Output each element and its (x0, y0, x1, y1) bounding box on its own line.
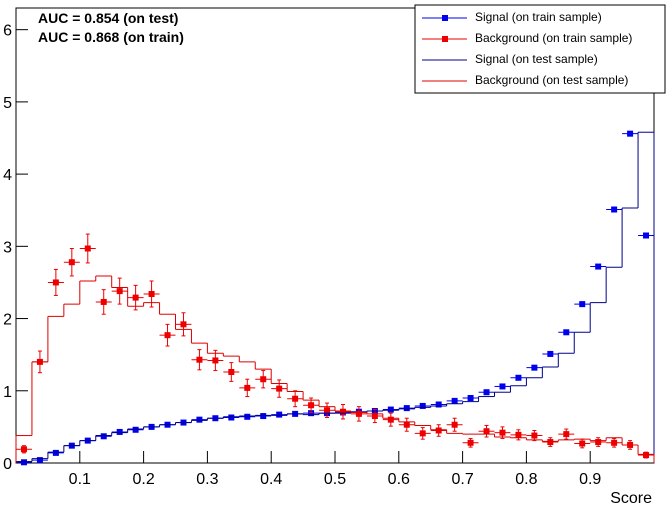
marker (643, 452, 650, 459)
marker (100, 298, 107, 305)
x-tick-label: 0.2 (132, 471, 154, 488)
marker (164, 332, 171, 339)
y-tick-label: 1 (3, 384, 12, 401)
marker (228, 369, 235, 375)
marker (84, 245, 91, 252)
y-tick-label: 3 (3, 239, 12, 256)
marker (611, 439, 618, 446)
marker (387, 416, 394, 423)
marker (563, 329, 570, 336)
annotation: AUC = 0.868 (on train) (38, 29, 184, 45)
marker (324, 407, 331, 414)
marker (643, 232, 650, 239)
marker (371, 413, 378, 420)
marker (579, 301, 586, 308)
marker (52, 279, 59, 286)
marker (467, 439, 474, 446)
y-tick-label: 0 (3, 456, 12, 473)
annotation: AUC = 0.854 (on test) (38, 10, 178, 26)
x-tick-label: 0.8 (515, 471, 537, 488)
marker (308, 402, 315, 409)
marker (132, 294, 139, 301)
marker (52, 449, 59, 456)
legend-box (414, 4, 666, 94)
marker (292, 395, 299, 402)
y-tick-label: 5 (3, 95, 12, 112)
marker (228, 414, 235, 421)
marker (547, 439, 554, 446)
marker (451, 421, 458, 428)
marker (276, 385, 283, 392)
x-tick-label: 0.6 (388, 471, 410, 488)
x-tick-label: 0.7 (451, 471, 473, 488)
marker (244, 413, 251, 420)
marker (419, 430, 426, 437)
marker (260, 413, 267, 420)
marker (148, 291, 155, 297)
x-tick-label: 0.4 (260, 471, 282, 488)
marker (132, 426, 139, 433)
legend-label: Background (on test sample) (475, 73, 628, 87)
marker (499, 383, 506, 390)
marker (627, 130, 634, 137)
marker (595, 263, 602, 270)
legend-label: Signal (on test sample) (475, 52, 598, 66)
marker (196, 416, 203, 423)
x-tick-label: 0.1 (69, 471, 91, 488)
marker (403, 405, 410, 412)
y-tick-label: 2 (3, 312, 12, 329)
marker (451, 397, 458, 404)
legend-label: Background (on train sample) (475, 31, 632, 45)
marker (419, 402, 426, 409)
x-tick-label: 0.9 (579, 471, 601, 488)
x-tick-label: 0.5 (324, 471, 346, 488)
marker (308, 410, 315, 417)
marker (196, 356, 203, 363)
marker (483, 389, 490, 396)
marker (499, 429, 506, 436)
marker (467, 395, 474, 401)
marker (212, 357, 219, 364)
marker (116, 288, 123, 295)
marker (100, 433, 107, 440)
marker (403, 421, 410, 428)
marker (435, 427, 442, 434)
marker (116, 428, 123, 435)
y-tick-label: 4 (3, 167, 12, 184)
legend-label: Signal (on train sample) (475, 10, 602, 24)
marker (68, 259, 75, 266)
legend-marker (442, 15, 448, 21)
marker (355, 410, 362, 417)
x-tick-label: 0.3 (196, 471, 218, 488)
marker (276, 411, 283, 418)
y-tick-label: 6 (3, 23, 12, 40)
marker (515, 431, 522, 438)
marker (180, 321, 187, 328)
marker (260, 376, 267, 383)
marker (611, 206, 618, 213)
marker (435, 401, 442, 408)
marker (579, 440, 586, 447)
marker (20, 446, 27, 453)
x-axis-title: Score (610, 490, 652, 507)
marker (531, 432, 538, 439)
marker (387, 406, 394, 413)
marker (547, 350, 554, 357)
marker (563, 431, 570, 438)
marker (20, 459, 27, 466)
marker (36, 457, 43, 464)
legend-marker (442, 36, 448, 42)
hist-connector (15, 275, 655, 463)
marker (483, 428, 490, 435)
marker (339, 408, 346, 415)
marker (515, 374, 522, 381)
marker (595, 439, 602, 446)
marker (531, 364, 538, 371)
marker (244, 384, 251, 391)
